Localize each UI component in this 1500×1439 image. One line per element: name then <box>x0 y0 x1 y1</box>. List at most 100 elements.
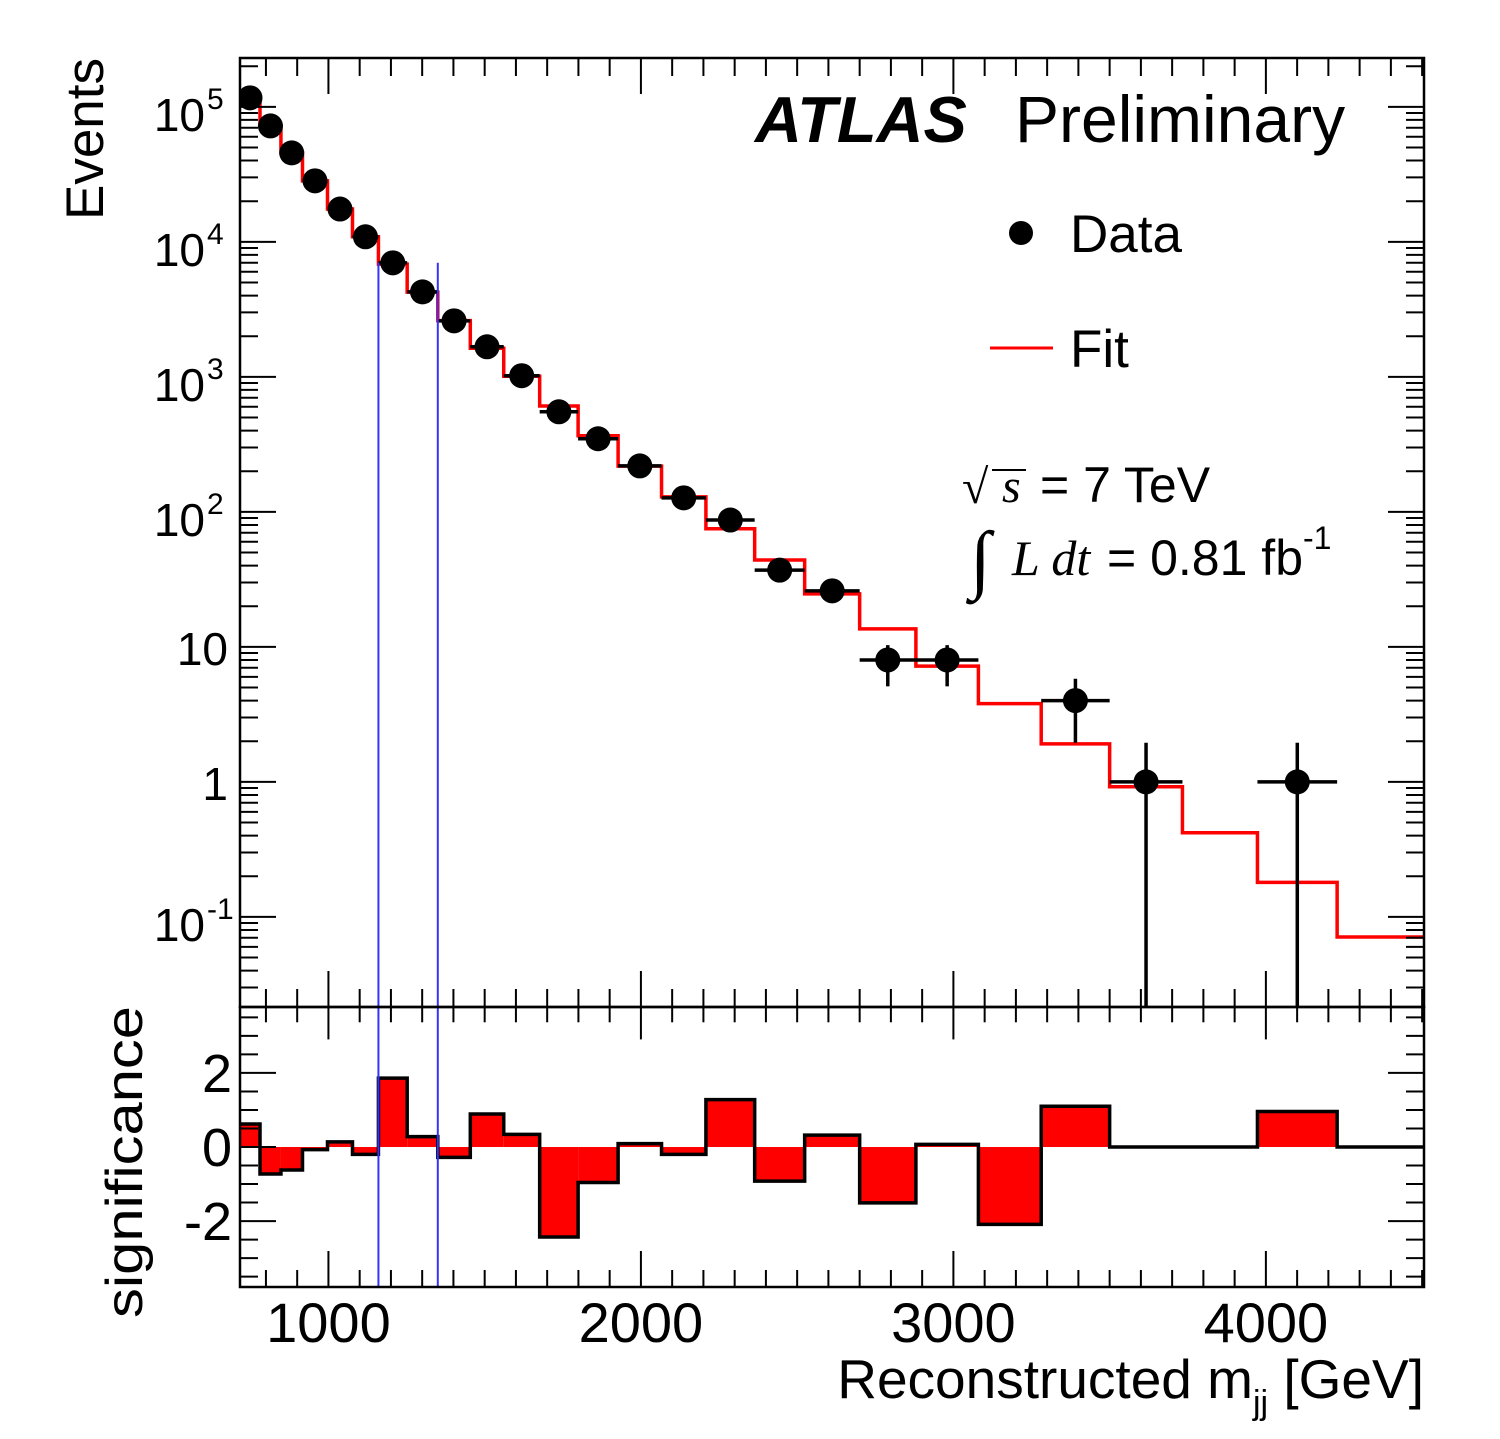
y-tick-label: 10 <box>154 224 205 276</box>
data-marker <box>546 399 572 425</box>
lumi-exponent: -1 <box>1303 520 1331 556</box>
data-marker <box>1133 769 1159 795</box>
data-point <box>1041 678 1110 743</box>
lower-y-axis-label: significance <box>96 1006 154 1318</box>
data-marker <box>585 426 611 452</box>
data-point <box>705 507 755 533</box>
y-tick-label: 1 <box>202 758 228 810</box>
data-point <box>352 224 379 250</box>
sqrt-symbol: √ <box>962 461 989 514</box>
data-point <box>915 645 979 687</box>
energy-value: = 7 TeV <box>1040 457 1211 513</box>
x-axis-label-unit: [GeV] <box>1268 1348 1424 1410</box>
data-marker <box>327 196 353 222</box>
data-point <box>257 113 283 139</box>
data-point <box>378 250 408 276</box>
significance-bar <box>859 1147 916 1203</box>
legend-data-marker <box>1009 221 1033 245</box>
lower-y-tick-label: 0 <box>202 1118 232 1178</box>
data-point <box>539 399 579 425</box>
y-tick-label: 10 <box>154 359 205 411</box>
data-point <box>661 485 706 511</box>
significance-bar <box>1257 1111 1338 1147</box>
data-marker <box>1062 688 1088 714</box>
data-point <box>279 140 305 166</box>
y-tick-base: 10 <box>154 224 205 276</box>
data-point <box>407 279 438 305</box>
y-tick-exponent: 5 <box>207 83 224 116</box>
data-marker <box>934 647 960 673</box>
data-point <box>804 578 860 604</box>
energy-annotation: √ s = 7 TeV <box>962 457 1211 514</box>
data-marker <box>717 507 743 533</box>
x-tick-label: 3000 <box>891 1291 1016 1354</box>
data-marker <box>509 363 535 389</box>
significance-bar <box>437 1147 471 1158</box>
y-tick-base: 1 <box>202 758 228 810</box>
y-tick-base: 10 <box>154 899 205 951</box>
lumi-value: = 0.81 fb <box>1107 530 1303 586</box>
data-marker <box>767 557 793 583</box>
y-tick-label: 10 <box>154 494 205 546</box>
y-axis-label: Events <box>56 58 115 220</box>
y-tick-exponent: 3 <box>207 353 224 386</box>
significance-bar <box>280 1147 303 1170</box>
data-point <box>470 334 504 360</box>
data-marker <box>352 224 378 250</box>
lower-y-tick-label: -2 <box>184 1192 232 1252</box>
data-point <box>578 426 619 452</box>
data-marker <box>441 308 467 334</box>
x-tick-label: 1000 <box>266 1291 391 1354</box>
y-tick-base: 10 <box>154 89 205 141</box>
x-tick-label: 4000 <box>1204 1291 1329 1354</box>
y-tick-label: 10 <box>177 623 228 675</box>
significance-bar <box>407 1136 438 1147</box>
lumi-value-text: = 0.81 fb-1 <box>1107 520 1331 586</box>
significance-bar <box>503 1134 540 1147</box>
experiment-label: ATLAS <box>753 83 967 156</box>
significance-panel <box>240 1076 1424 1239</box>
significance-bar <box>352 1147 379 1155</box>
y-tick-base: 10 <box>154 359 205 411</box>
data-point <box>859 645 916 687</box>
significance-bar <box>978 1147 1042 1225</box>
data-point <box>327 196 353 222</box>
lower-y-tick-label: 2 <box>202 1044 232 1104</box>
data-marker <box>240 85 263 111</box>
legend-fit-label: Fit <box>1070 320 1129 379</box>
signal-window-lines <box>377 262 439 1287</box>
y-tick-exponent: -1 <box>207 893 234 926</box>
data-point <box>1109 742 1183 1007</box>
significance-bar <box>470 1114 504 1147</box>
data-point <box>240 85 263 111</box>
data-marker <box>302 168 328 194</box>
significance-bar <box>539 1147 579 1237</box>
x-axis-label-main: Reconstructed m <box>837 1348 1253 1410</box>
data-point <box>1257 742 1338 1007</box>
status-label: Preliminary <box>1015 82 1345 156</box>
data-point <box>618 453 662 479</box>
significance-bar <box>804 1135 860 1147</box>
data-marker <box>279 140 305 166</box>
x-axis-label-sub: jj <box>1252 1384 1268 1422</box>
significance-bar <box>378 1078 408 1147</box>
significance-bar <box>661 1147 706 1155</box>
main-panel <box>240 85 1424 1007</box>
data-point <box>503 363 540 389</box>
data-marker <box>257 113 283 139</box>
significance-bar <box>240 1124 260 1147</box>
y-tick-base: 10 <box>177 623 228 675</box>
y-tick-label: 10 <box>154 899 205 951</box>
y-tick-exponent: 2 <box>207 488 224 521</box>
significance-bar <box>754 1147 805 1182</box>
data-marker <box>875 647 901 673</box>
data-point <box>437 308 471 334</box>
data-point <box>302 168 328 194</box>
luminosity-annotation: ∫ L dt = 0.81 fb-1 <box>966 517 1331 605</box>
significance-bar <box>1041 1106 1110 1147</box>
data-marker <box>819 578 845 604</box>
y-tick-exponent: 4 <box>207 218 224 251</box>
y-tick-label: 10 <box>154 89 205 141</box>
